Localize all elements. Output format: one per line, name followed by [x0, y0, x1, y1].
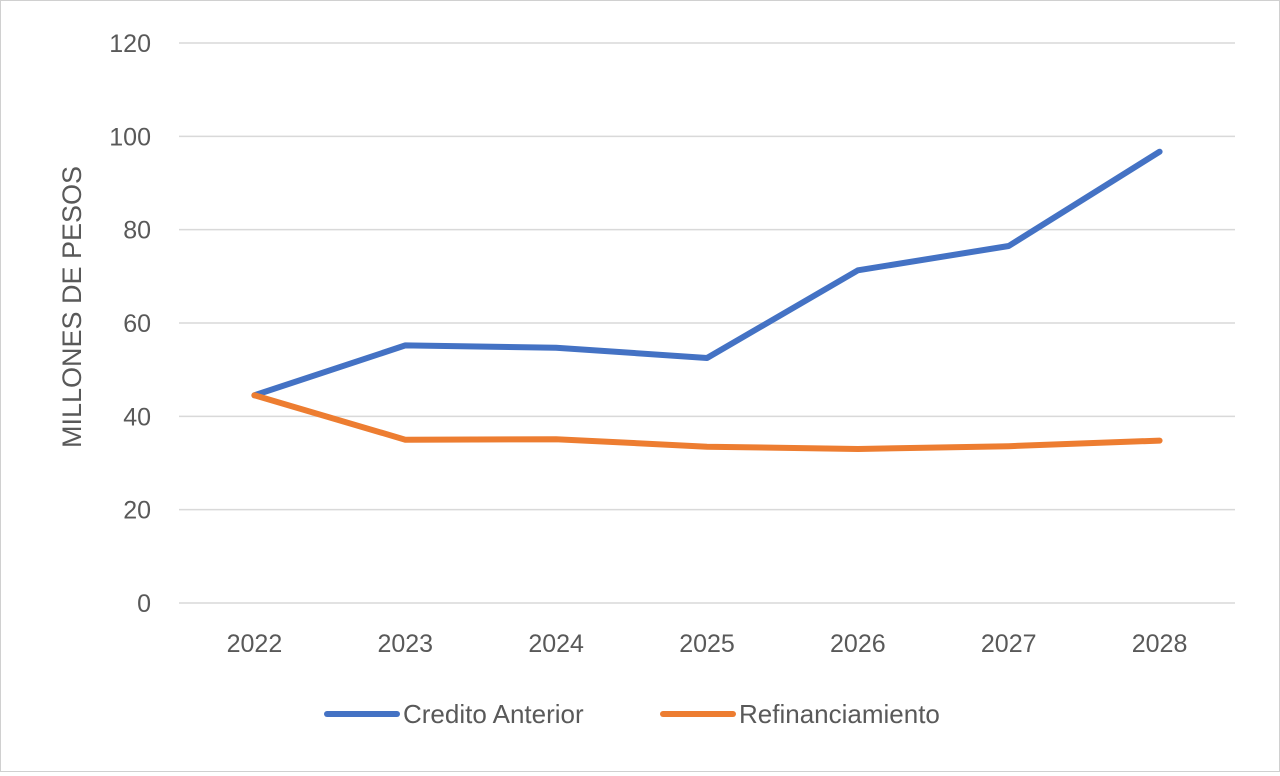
x-tick-label: 2023 — [377, 630, 433, 658]
data-point — [1007, 445, 1010, 448]
x-tick-label: 2028 — [1132, 630, 1188, 658]
data-point — [1007, 245, 1010, 247]
data-point — [1158, 150, 1161, 153]
series-line-1 — [251, 392, 1163, 452]
data-point — [555, 346, 558, 349]
y-axis-label: MILLONES DE PESOS — [57, 166, 87, 448]
data-point — [1158, 439, 1161, 442]
y-tick-label: 20 — [123, 497, 151, 525]
y-tick-label: 60 — [123, 310, 151, 338]
data-point — [555, 438, 558, 441]
x-tick-label: 2026 — [830, 630, 886, 658]
gridlines — [179, 42, 1235, 604]
y-tick-label: 100 — [109, 123, 151, 151]
x-tick-label: 2022 — [227, 630, 283, 658]
legend-item: Credito Anterior — [324, 699, 584, 729]
y-tick-label: 120 — [109, 30, 151, 58]
x-tick-label: 2027 — [981, 630, 1037, 658]
data-point — [706, 357, 708, 359]
y-tick-label: 80 — [123, 217, 151, 245]
legend-item: Refinanciamiento — [660, 699, 940, 729]
x-axis-ticks: 2022 2023 2024 2025 2026 2027 2028 — [227, 630, 1188, 658]
legend-label: Credito Anterior — [403, 699, 584, 729]
x-tick-label: 2025 — [679, 630, 735, 658]
data-point — [404, 344, 407, 347]
data-point — [404, 438, 407, 441]
y-tick-label: 40 — [123, 403, 151, 431]
data-point — [856, 448, 859, 450]
series-lines — [251, 148, 1163, 452]
data-point — [706, 445, 708, 448]
x-tick-label: 2024 — [528, 630, 584, 658]
data-point — [856, 269, 859, 272]
legend-label: Refinanciamiento — [739, 699, 940, 729]
y-tick-label: 0 — [137, 590, 151, 618]
legend: Credito Anterior Refinanciamiento — [324, 699, 940, 729]
y-axis-ticks: 0 20 40 60 80 100 120 — [109, 30, 151, 618]
data-point — [253, 394, 256, 397]
